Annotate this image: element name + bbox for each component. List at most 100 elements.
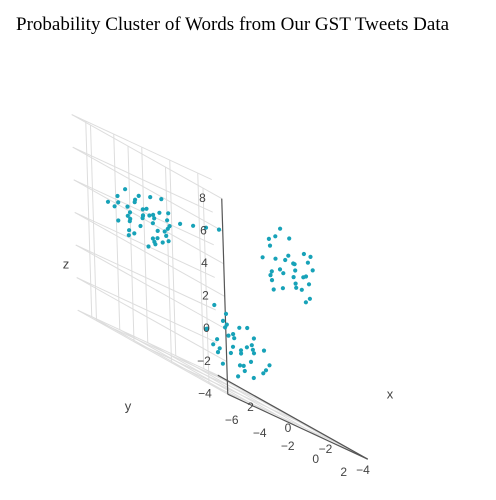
scatter-point-cluster-2[interactable] [268, 273, 273, 278]
scatter-point-cluster-3[interactable] [204, 326, 209, 332]
scatter-point-cluster-3[interactable] [242, 368, 247, 374]
scatter-point-cluster-3[interactable] [237, 325, 242, 330]
scatter-point-cluster-3[interactable] [217, 346, 222, 351]
scatter-point-cluster-2[interactable] [278, 226, 283, 231]
scatter-point-cluster-2[interactable] [269, 269, 274, 274]
scatter-point-cluster-3[interactable] [250, 347, 255, 352]
scatter-point-cluster-3[interactable] [215, 337, 220, 342]
scatter-point-cluster-2[interactable] [271, 287, 276, 292]
scatter-point-cluster-3[interactable] [263, 368, 269, 373]
scatter-point-cluster-2[interactable] [127, 210, 133, 215]
scatter-point-cluster-3[interactable] [241, 363, 246, 368]
scatter-point-cluster-3[interactable] [249, 343, 254, 348]
scatter-point-cluster-3[interactable] [223, 311, 229, 316]
scatter-point-cluster-3[interactable] [248, 359, 254, 364]
scatter-point-cluster-1[interactable] [166, 211, 171, 216]
scatter-point-cluster-2[interactable] [307, 296, 312, 301]
scatter-point-cluster-3[interactable] [238, 348, 244, 353]
scatter-point-cluster-1[interactable] [125, 204, 130, 209]
scatter-point-cluster-1[interactable] [125, 213, 130, 218]
scatter-point-cluster-3[interactable] [251, 351, 257, 356]
scatter-point-cluster-1[interactable] [140, 213, 146, 218]
scatter-point-cluster-3[interactable] [261, 348, 267, 353]
scatter-point-cluster-2[interactable] [273, 234, 278, 239]
scatter-point-cluster-2[interactable] [303, 300, 308, 305]
scatter-point-cluster-3[interactable] [251, 336, 256, 341]
scatter-point-cluster-3[interactable] [228, 350, 233, 356]
scatter-point-cluster-3[interactable] [230, 344, 236, 349]
scatter-point-cluster-1[interactable] [162, 229, 167, 234]
scatter-point-cluster-3[interactable] [231, 332, 236, 337]
scatter-point-cluster-1[interactable] [136, 193, 141, 198]
scatter-point-cluster-3[interactable] [215, 350, 221, 355]
scatter-point-cluster-2[interactable] [293, 268, 298, 273]
scatter-point-cluster-2[interactable] [165, 218, 170, 223]
scatter-point-cluster-2[interactable] [310, 268, 315, 273]
scatter-point-cluster-1[interactable] [116, 200, 121, 205]
scatter-point-cluster-2[interactable] [191, 223, 196, 228]
scatter-point-cluster-1[interactable] [148, 195, 153, 200]
scatter-point-cluster-1[interactable] [160, 240, 165, 245]
scatter-point-cluster-1[interactable] [165, 226, 170, 231]
scatter-point-cluster-1[interactable] [155, 228, 160, 233]
scatter-point-cluster-1[interactable] [112, 204, 117, 209]
scatter-point-cluster-1[interactable] [123, 187, 128, 192]
scatter-point-cluster-1[interactable] [150, 236, 155, 241]
scatter-point-cluster-3[interactable] [245, 325, 250, 331]
scatter-point-cluster-3[interactable] [244, 345, 249, 350]
scatter-point-cluster-2[interactable] [306, 282, 312, 287]
scatter-point-cluster-1[interactable] [138, 223, 143, 229]
scatter-point-cluster-2[interactable] [301, 275, 306, 280]
scatter-point-cluster-3[interactable] [232, 336, 237, 341]
scatter-point-cluster-1[interactable] [126, 233, 131, 238]
scatter-point-cluster-1[interactable] [153, 242, 158, 247]
scatter-point-cluster-1[interactable] [116, 218, 121, 223]
scatter-point-cluster-3[interactable] [224, 322, 229, 327]
scatter-point-cluster-1[interactable] [127, 219, 132, 224]
scatter-point-cluster-2[interactable] [216, 227, 222, 232]
scatter-point-cluster-2[interactable] [301, 251, 306, 257]
scatter-point-cluster-2[interactable] [260, 255, 265, 260]
scatter-point-cluster-1[interactable] [144, 206, 149, 211]
scatter-point-cluster-1[interactable] [159, 197, 164, 202]
scatter-point-cluster-2[interactable] [267, 243, 273, 248]
scatter-point-cluster-2[interactable] [277, 267, 283, 272]
scatter-point-cluster-2[interactable] [293, 281, 298, 286]
scatter-point-cluster-3[interactable] [239, 351, 244, 356]
scatter-point-cluster-2[interactable] [308, 254, 313, 259]
scatter-point-cluster-3[interactable] [226, 333, 231, 338]
scatter-point-cluster-1[interactable] [147, 213, 152, 218]
scatter-point-cluster-1[interactable] [127, 228, 132, 233]
scatter-point-cluster-1[interactable] [115, 193, 120, 199]
scatter-point-cluster-2[interactable] [152, 216, 157, 221]
scatter-point-cluster-2[interactable] [178, 221, 183, 226]
scatter-point-cluster-3[interactable] [261, 371, 266, 376]
scatter-point-cluster-3[interactable] [220, 361, 225, 366]
scatter-point-cluster-1[interactable] [155, 236, 160, 241]
scatter-point-cluster-2[interactable] [299, 287, 304, 292]
scatter-point-cluster-1[interactable] [164, 233, 169, 238]
scatter-point-cluster-1[interactable] [157, 210, 162, 215]
scatter-point-cluster-2[interactable] [266, 236, 271, 241]
scatter-point-cluster-2[interactable] [281, 271, 286, 276]
scatter-point-cluster-1[interactable] [150, 221, 155, 226]
scatter-point-cluster-1[interactable] [140, 207, 145, 212]
scatter-point-cluster-1[interactable] [146, 244, 151, 249]
scatter-point-cluster-3[interactable] [212, 302, 217, 308]
scatter-point-cluster-3[interactable] [236, 374, 241, 379]
scatter-point-cluster-2[interactable] [291, 275, 296, 280]
scatter-point-cluster-1[interactable] [132, 231, 137, 236]
scatter-point-cluster-1[interactable] [151, 212, 156, 217]
scatter-point-cluster-2[interactable] [283, 257, 288, 263]
scatter-point-cluster-2[interactable] [273, 256, 278, 261]
scatter-point-cluster-3[interactable] [267, 363, 272, 368]
scatter-point-cluster-3[interactable] [220, 318, 226, 323]
scatter-point-cluster-1[interactable] [105, 199, 111, 204]
scatter-point-cluster-2[interactable] [269, 278, 275, 283]
scatter-point-cluster-1[interactable] [166, 239, 171, 244]
scatter-point-cluster-2[interactable] [305, 260, 310, 265]
scatter-point-cluster-1[interactable] [132, 200, 137, 205]
scatter-point-cluster-2[interactable] [292, 262, 297, 267]
scatter-point-cluster-2[interactable] [203, 225, 209, 230]
